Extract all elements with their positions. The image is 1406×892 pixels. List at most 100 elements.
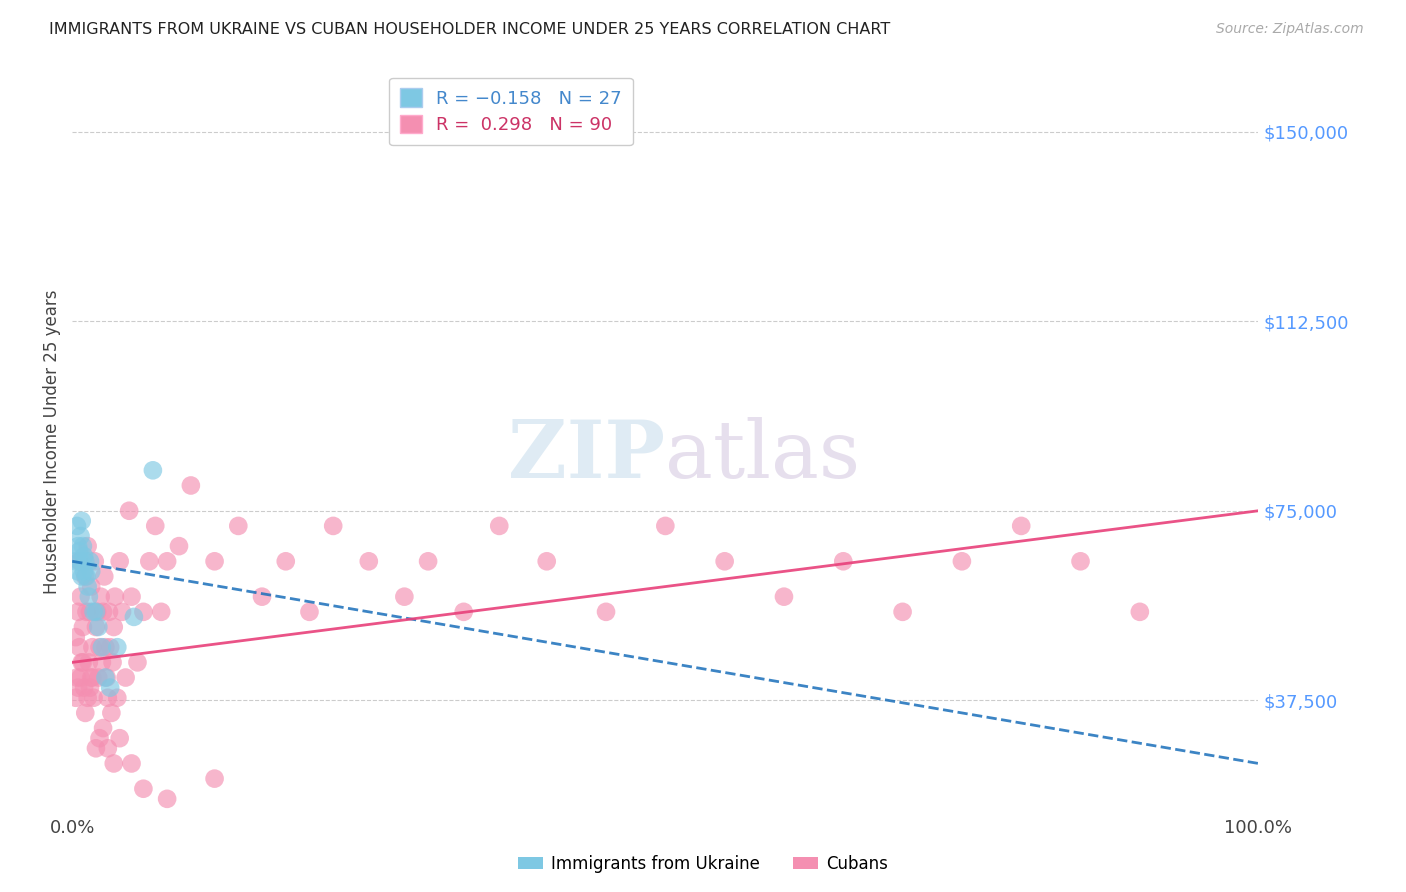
Point [453,605,475,619]
Point [75,554,97,568]
Point [536,554,558,568]
Point [87,620,110,634]
Point [96,671,118,685]
Point [891,605,914,619]
Point [274,554,297,568]
Point [595,605,617,619]
Point [100,706,122,720]
Point [654,519,676,533]
Point [298,605,321,619]
Point [80,671,103,685]
Text: IMMIGRANTS FROM UKRAINE VS CUBAN HOUSEHOLDER INCOME UNDER 25 YEARS CORRELATION C: IMMIGRANTS FROM UKRAINE VS CUBAN HOUSEHO… [49,22,890,37]
Point [73,681,96,695]
Point [80,580,103,594]
Point [1129,605,1152,619]
Point [79,605,101,619]
Point [76,690,98,705]
Point [90,590,112,604]
Point [67,554,90,568]
Point [132,605,155,619]
Point [93,569,115,583]
Text: Source: ZipAtlas.com: Source: ZipAtlas.com [1216,22,1364,37]
Point [73,565,96,579]
Point [77,656,100,670]
Point [86,605,108,619]
Point [69,554,91,568]
Point [121,590,143,604]
Point [67,605,90,619]
Point [204,554,226,568]
Point [70,569,93,583]
Point [322,519,344,533]
Point [76,580,98,594]
Point [1010,519,1032,533]
Point [84,605,107,619]
Text: atlas: atlas [665,417,860,495]
Point [89,731,111,746]
Point [67,539,90,553]
Point [89,640,111,655]
Point [72,539,94,553]
Point [82,640,104,655]
Point [103,756,125,771]
Point [950,554,973,568]
Point [76,539,98,553]
Point [226,519,249,533]
Point [1070,554,1092,568]
Point [138,554,160,568]
Point [65,690,87,705]
Point [73,549,96,564]
Point [416,554,439,568]
Point [104,590,127,604]
Point [90,656,112,670]
Point [91,721,114,735]
Point [98,640,121,655]
Point [67,565,90,579]
Point [66,519,89,533]
Point [122,610,145,624]
Point [80,565,103,579]
Point [83,605,105,619]
Point [773,590,796,604]
Point [75,706,97,720]
Point [101,656,124,670]
Text: ZIP: ZIP [509,417,665,495]
Point [127,656,149,670]
Point [66,671,89,685]
Point [91,605,114,619]
Point [70,656,93,670]
Point [72,656,94,670]
Point [394,590,416,604]
Point [142,463,165,477]
Point [156,554,179,568]
Point [98,605,121,619]
Point [98,681,121,695]
Point [65,554,87,568]
Point [67,681,90,695]
Point [69,671,91,685]
Point [108,731,131,746]
Point [90,640,112,655]
Point [103,620,125,634]
Point [67,544,90,558]
Point [114,671,136,685]
Point [72,620,94,634]
Legend: Immigrants from Ukraine, Cubans: Immigrants from Ukraine, Cubans [510,848,896,880]
Point [84,741,107,756]
Point [105,640,128,655]
Point [94,671,117,685]
Point [67,640,90,655]
Point [87,671,110,685]
Point [250,590,273,604]
Point [97,690,120,705]
Y-axis label: Householder Income Under 25 years: Householder Income Under 25 years [44,289,60,593]
Point [75,569,97,583]
Point [132,781,155,796]
Point [832,554,855,568]
Point [105,690,128,705]
Point [150,605,173,619]
Point [77,590,100,604]
Point [156,792,179,806]
Legend: R = −0.158   N = 27, R =  0.298   N = 90: R = −0.158 N = 27, R = 0.298 N = 90 [389,78,633,145]
Point [83,690,105,705]
